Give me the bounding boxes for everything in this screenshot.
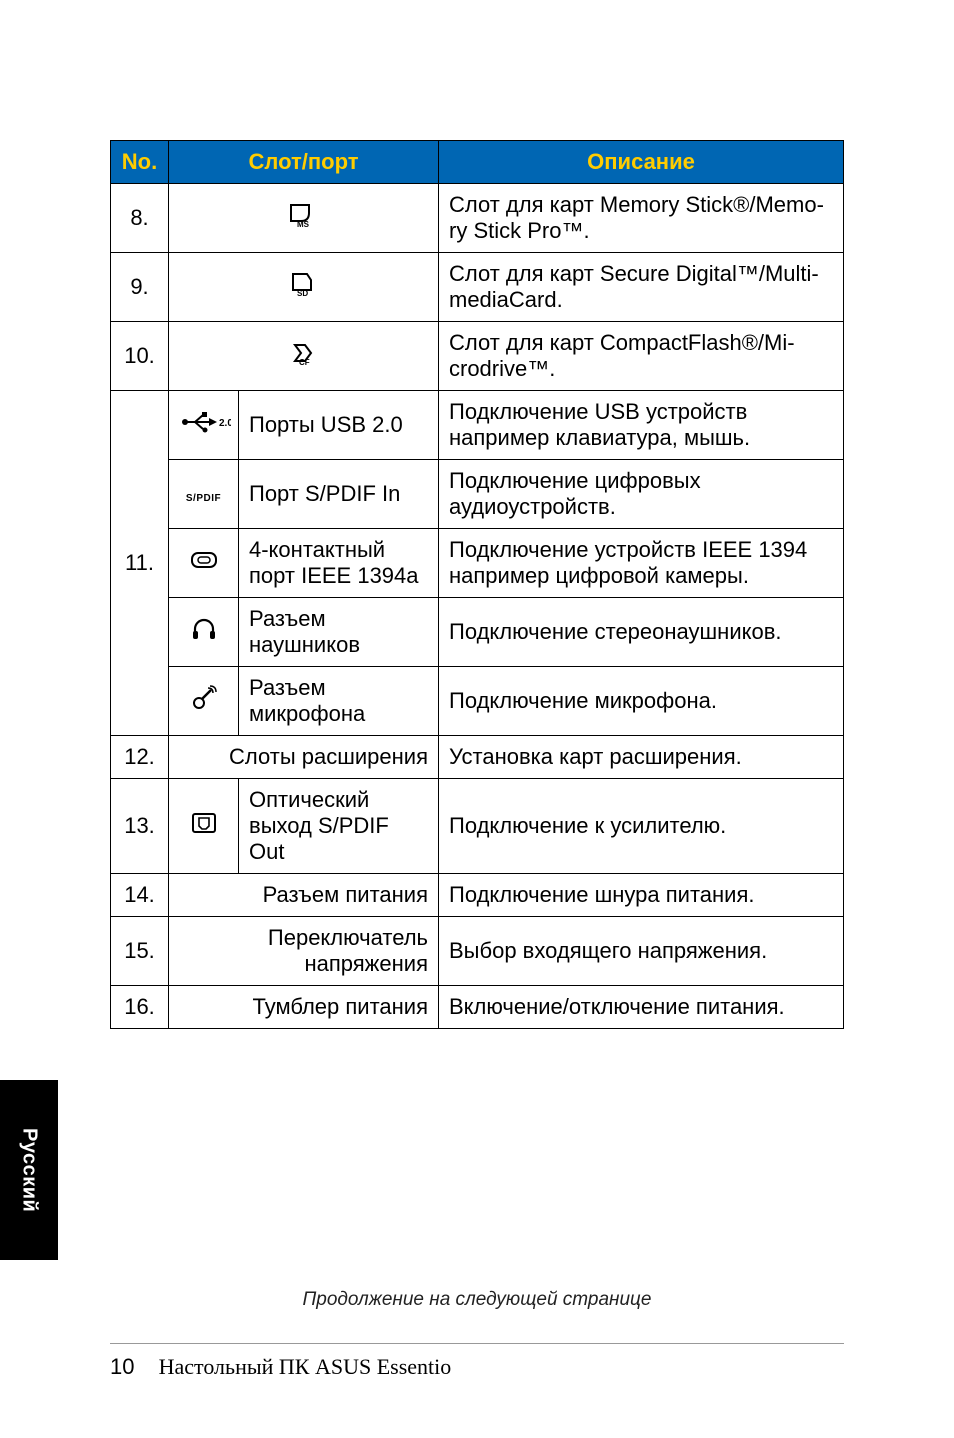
table-row: 8. MS Слот для карт Memory Stick®/Memo­r… bbox=[111, 184, 844, 253]
page-number: 10 bbox=[110, 1354, 134, 1380]
slot-cell: CF bbox=[169, 322, 439, 391]
icon-cell bbox=[169, 529, 239, 598]
svg-text:SD: SD bbox=[297, 289, 308, 298]
icon-cell: S/PDIF bbox=[169, 460, 239, 529]
slot-label: Порты USB 2.0 bbox=[239, 391, 439, 460]
footer-title: Настольный ПК ASUS Essentio bbox=[159, 1354, 452, 1379]
row-number: 13. bbox=[111, 779, 169, 874]
table-row: S/PDIF Порт S/PDIF In Подключение цифров… bbox=[111, 460, 844, 529]
table-row: 14. Разъем питания Подключение шнура пит… bbox=[111, 874, 844, 917]
language-side-tab: Русский bbox=[0, 1080, 58, 1260]
continuation-note: Продолжение на следующей странице bbox=[110, 1289, 844, 1311]
page-root: No. Слот/порт Описание 8. MS Слот для ка… bbox=[0, 0, 954, 1438]
row-desc: Подключение шнура питания. bbox=[439, 874, 844, 917]
row-number: 10. bbox=[111, 322, 169, 391]
table-row: 16. Тумблер питания Включение/отключение… bbox=[111, 986, 844, 1029]
icon-cell bbox=[169, 779, 239, 874]
slot-label: Слоты расширения bbox=[169, 736, 439, 779]
slot-label: Оптический выход S/PDIF Out bbox=[239, 779, 439, 874]
row-desc: Подключение USB устройств например клави… bbox=[439, 391, 844, 460]
table-row: 4-контактный порт IEEE 1394a Подключение… bbox=[111, 529, 844, 598]
usb2-label-text: 2.0 bbox=[219, 418, 231, 429]
row-number: 9. bbox=[111, 253, 169, 322]
row-desc: Подключение цифровых аудиоустройств. bbox=[439, 460, 844, 529]
slot-label: Тумблер питания bbox=[169, 986, 439, 1029]
row-desc: Слот для карт Memory Stick®/Memo­ry Stic… bbox=[439, 184, 844, 253]
svg-text:MS: MS bbox=[297, 220, 310, 229]
headphone-icon bbox=[191, 617, 217, 647]
usb-2-icon: 2.0 bbox=[179, 411, 231, 439]
slot-label: Переключатель напряжения bbox=[169, 917, 439, 986]
slot-cell: SD bbox=[169, 253, 439, 322]
row-desc: Слот для карт Secure Digital™/Multi­medi… bbox=[439, 253, 844, 322]
row-desc: Подключение устройств IEEE 1394 например… bbox=[439, 529, 844, 598]
row-desc: Подключение стереонаушников. bbox=[439, 598, 844, 667]
header-no: No. bbox=[111, 141, 169, 184]
slot-label: Порт S/PDIF In bbox=[239, 460, 439, 529]
table-row: 10. CF Слот для карт CompactFlash®/Mi­cr… bbox=[111, 322, 844, 391]
spdif-text-icon: S/PDIF bbox=[186, 493, 221, 504]
row-desc: Включение/отключение питания. bbox=[439, 986, 844, 1029]
optical-out-icon bbox=[190, 811, 218, 841]
slot-label: Разъем микрофона bbox=[239, 667, 439, 736]
header-desc: Описание bbox=[439, 141, 844, 184]
page-footer: 10 Настольный ПК ASUS Essentio bbox=[110, 1343, 844, 1380]
row-desc: Подключение к усилителю. bbox=[439, 779, 844, 874]
table-row: Разъем наушников Подключение стереонаушн… bbox=[111, 598, 844, 667]
memory-stick-icon: MS bbox=[287, 201, 321, 235]
table-row: Разъем микрофона Подключение микрофона. bbox=[111, 667, 844, 736]
row-desc: Выбор входящего напряжения. bbox=[439, 917, 844, 986]
table-row: 12. Слоты расширения Установка карт расш… bbox=[111, 736, 844, 779]
row-number: 16. bbox=[111, 986, 169, 1029]
ports-table: No. Слот/порт Описание 8. MS Слот для ка… bbox=[110, 140, 844, 1029]
table-row: 13. Оптический выход S/PDIF Out Подключе… bbox=[111, 779, 844, 874]
row-desc: Подключение микрофона. bbox=[439, 667, 844, 736]
row-number: 15. bbox=[111, 917, 169, 986]
header-slot: Слот/порт bbox=[169, 141, 439, 184]
table-row: 11. 2.0 bbox=[111, 391, 844, 460]
sd-card-icon: SD bbox=[287, 270, 321, 304]
icon-cell bbox=[169, 667, 239, 736]
table-row: 9. SD Слот для карт Secure Digital™/Mult… bbox=[111, 253, 844, 322]
microphone-icon bbox=[191, 685, 217, 717]
row-number: 11. bbox=[111, 391, 169, 736]
ieee1394-icon bbox=[189, 549, 219, 577]
slot-label: Разъем наушников bbox=[239, 598, 439, 667]
icon-cell: 2.0 bbox=[169, 391, 239, 460]
slot-cell: MS bbox=[169, 184, 439, 253]
table-header-row: No. Слот/порт Описание bbox=[111, 141, 844, 184]
row-desc: Слот для карт CompactFlash®/Mi­crodrive™… bbox=[439, 322, 844, 391]
row-desc: Установка карт расширения. bbox=[439, 736, 844, 779]
row-number: 12. bbox=[111, 736, 169, 779]
slot-label: 4-контактный порт IEEE 1394a bbox=[239, 529, 439, 598]
icon-cell bbox=[169, 598, 239, 667]
slot-label: Разъем питания bbox=[169, 874, 439, 917]
row-number: 8. bbox=[111, 184, 169, 253]
svg-text:CF: CF bbox=[299, 358, 310, 367]
compact-flash-icon: CF bbox=[287, 339, 321, 373]
row-number: 14. bbox=[111, 874, 169, 917]
table-row: 15. Переключатель напряжения Выбор входя… bbox=[111, 917, 844, 986]
